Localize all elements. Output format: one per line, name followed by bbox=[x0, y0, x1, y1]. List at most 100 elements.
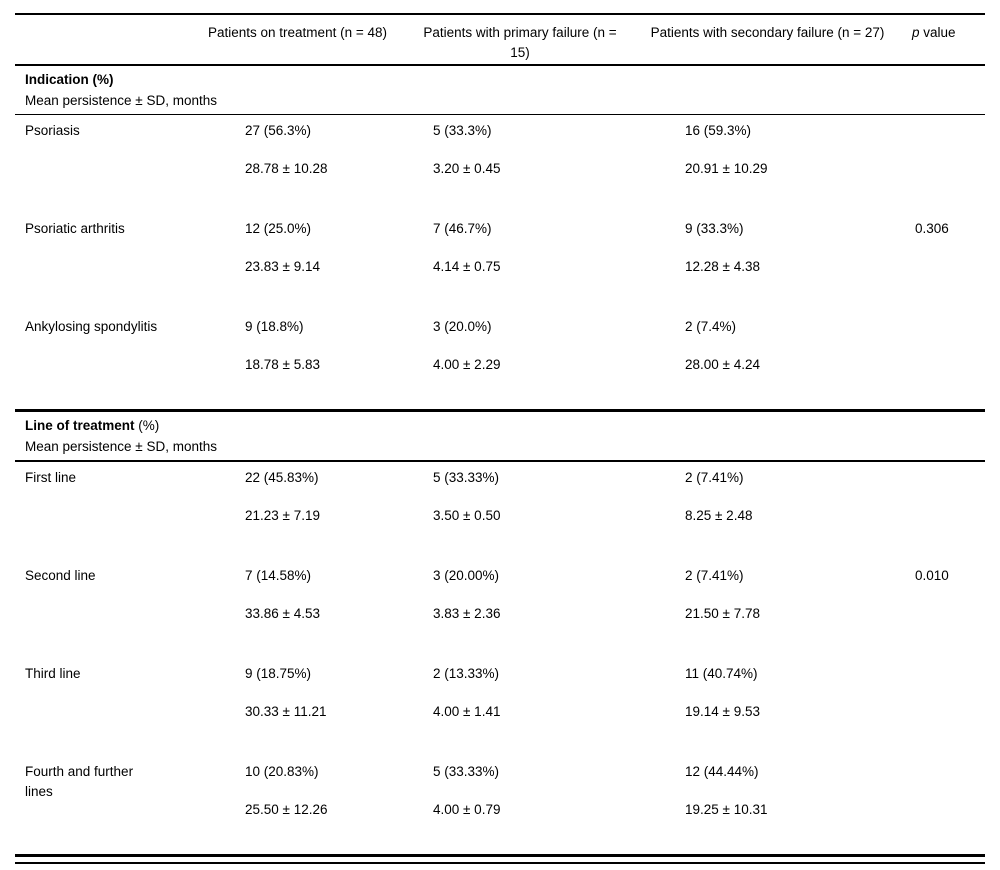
count-value: 12 (44.44%) bbox=[685, 764, 759, 779]
count-value: 7 (46.7%) bbox=[433, 221, 492, 236]
count-value: 3 (20.0%) bbox=[433, 319, 492, 334]
count-value: 10 (20.83%) bbox=[245, 764, 319, 779]
column-header-row: Patients on treatment (n = 48) Patients … bbox=[15, 15, 985, 64]
count-value: 2 (7.41%) bbox=[685, 470, 744, 485]
count-value: 9 (33.3%) bbox=[685, 221, 744, 236]
row-label: Third line bbox=[25, 666, 81, 681]
cell-p-value bbox=[900, 121, 985, 213]
mean-value: 33.86 ± 4.53 bbox=[245, 606, 320, 621]
mean-value: 4.00 ± 1.41 bbox=[433, 704, 501, 719]
cell-p-value: 0.010 bbox=[915, 568, 949, 583]
mean-value: 8.25 ± 2.48 bbox=[685, 508, 753, 523]
cell-secondary-failure: 2 (7.4%) 28.00 ± 4.24 bbox=[635, 317, 900, 409]
row-label: First line bbox=[25, 470, 77, 485]
cell-primary-failure: 5 (33.33%) 4.00 ± 0.79 bbox=[405, 762, 635, 854]
count-value: 5 (33.33%) bbox=[433, 470, 500, 485]
mean-value: 3.20 ± 0.45 bbox=[433, 161, 501, 176]
mean-value: 28.78 ± 10.28 bbox=[245, 161, 328, 176]
table-bottom-rule-heavy bbox=[15, 854, 985, 857]
row-label: Ankylosing spondylitis bbox=[25, 319, 158, 334]
mean-value: 30.33 ± 11.21 bbox=[245, 704, 327, 719]
count-value: 9 (18.8%) bbox=[245, 319, 304, 334]
col-header-secondary-failure: Patients with secondary failure (n = 27) bbox=[650, 25, 885, 40]
mean-value: 3.83 ± 2.36 bbox=[433, 606, 501, 621]
cell-p-value: 0.306 bbox=[915, 221, 949, 236]
count-value: 7 (14.58%) bbox=[245, 568, 312, 583]
section-title-bold: Indication (%) bbox=[25, 72, 114, 87]
mean-value: 23.83 ± 9.14 bbox=[245, 259, 320, 274]
cell-p-value bbox=[900, 762, 985, 854]
cell-p-value bbox=[900, 468, 985, 560]
section-top-rule bbox=[15, 409, 985, 412]
cell-p-value bbox=[900, 664, 985, 756]
cell-on-treatment: 27 (56.3%) 28.78 ± 10.28 bbox=[190, 121, 405, 213]
p-italic: p bbox=[912, 25, 920, 40]
cell-secondary-failure: 9 (33.3%) 12.28 ± 4.38 bbox=[635, 219, 900, 311]
table-bottom-rule-thin bbox=[15, 862, 985, 864]
row-label: Psoriasis bbox=[25, 123, 80, 138]
cell-primary-failure: 5 (33.33%) 3.50 ± 0.50 bbox=[405, 468, 635, 560]
cell-secondary-failure: 11 (40.74%) 19.14 ± 9.53 bbox=[635, 664, 900, 756]
count-value: 9 (18.75%) bbox=[245, 666, 312, 681]
table-row-fourth-and-further-lines: Fourth and further lines 10 (20.83%) 25.… bbox=[15, 756, 985, 854]
cell-secondary-failure: 12 (44.44%) 19.25 ± 10.31 bbox=[635, 762, 900, 854]
cell-primary-failure: 5 (33.3%) 3.20 ± 0.45 bbox=[405, 121, 635, 213]
section-divider-rule bbox=[15, 460, 985, 462]
count-value: 2 (7.41%) bbox=[685, 568, 744, 583]
mean-value: 18.78 ± 5.83 bbox=[245, 357, 320, 372]
col-header-p-value: p value bbox=[900, 23, 985, 64]
count-value: 2 (13.33%) bbox=[433, 666, 500, 681]
mean-value: 19.14 ± 9.53 bbox=[685, 704, 760, 719]
table-row-psoriatic-arthritis: Psoriatic arthritis 12 (25.0%) 23.83 ± 9… bbox=[15, 213, 985, 311]
section-subtitle: Mean persistence ± SD, months bbox=[25, 93, 217, 108]
row-label: Psoriatic arthritis bbox=[25, 221, 125, 236]
count-value: 27 (56.3%) bbox=[245, 123, 312, 138]
mean-value: 19.25 ± 10.31 bbox=[685, 802, 768, 817]
count-value: 2 (7.4%) bbox=[685, 319, 737, 334]
count-value: 5 (33.3%) bbox=[433, 123, 492, 138]
cell-p-value bbox=[900, 317, 985, 409]
mean-value: 25.50 ± 12.26 bbox=[245, 802, 328, 817]
mean-value: 20.91 ± 10.29 bbox=[685, 161, 768, 176]
mean-value: 4.14 ± 0.75 bbox=[433, 259, 501, 274]
section-header-indication: Indication (%) Mean persistence ± SD, mo… bbox=[15, 66, 985, 114]
cell-secondary-failure: 2 (7.41%) 8.25 ± 2.48 bbox=[635, 468, 900, 560]
cell-primary-failure: 3 (20.0%) 4.00 ± 2.29 bbox=[405, 317, 635, 409]
cell-primary-failure: 3 (20.00%) 3.83 ± 2.36 bbox=[405, 566, 635, 658]
mean-value: 4.00 ± 2.29 bbox=[433, 357, 501, 372]
mean-value: 21.23 ± 7.19 bbox=[245, 508, 320, 523]
count-value: 3 (20.00%) bbox=[433, 568, 500, 583]
mean-value: 3.50 ± 0.50 bbox=[433, 508, 501, 523]
header-bottom-rule bbox=[15, 64, 985, 66]
cell-on-treatment: 9 (18.8%) 18.78 ± 5.83 bbox=[190, 317, 405, 409]
cell-on-treatment: 10 (20.83%) 25.50 ± 12.26 bbox=[190, 762, 405, 854]
count-value: 22 (45.83%) bbox=[245, 470, 319, 485]
count-value: 5 (33.33%) bbox=[433, 764, 500, 779]
mean-value: 28.00 ± 4.24 bbox=[685, 357, 760, 372]
section-divider-rule bbox=[15, 114, 985, 115]
section-title: Line of treatment (%) bbox=[25, 415, 985, 436]
table-row-second-line: Second line 7 (14.58%) 33.86 ± 4.53 3 (2… bbox=[15, 560, 985, 658]
table-row-third-line: Third line 9 (18.75%) 30.33 ± 11.21 2 (1… bbox=[15, 658, 985, 756]
row-label: Second line bbox=[25, 568, 96, 583]
cell-primary-failure: 2 (13.33%) 4.00 ± 1.41 bbox=[405, 664, 635, 756]
cell-on-treatment: 9 (18.75%) 30.33 ± 11.21 bbox=[190, 664, 405, 756]
table-row-first-line: First line 22 (45.83%) 21.23 ± 7.19 5 (3… bbox=[15, 462, 985, 560]
cell-primary-failure: 7 (46.7%) 4.14 ± 0.75 bbox=[405, 219, 635, 311]
count-value: 16 (59.3%) bbox=[685, 123, 752, 138]
row-label: Fourth and further lines bbox=[25, 764, 134, 799]
count-value: 11 (40.74%) bbox=[685, 666, 758, 681]
section-title: Indication (%) bbox=[25, 69, 985, 90]
p-value-label: value bbox=[919, 25, 956, 40]
section-header-line-of-treatment: Line of treatment (%) Mean persistence ±… bbox=[15, 412, 985, 460]
mean-value: 4.00 ± 0.79 bbox=[433, 802, 501, 817]
section-title-bold: Line of treatment bbox=[25, 418, 135, 433]
empty-header-cell bbox=[15, 23, 190, 64]
section-title-rest: (%) bbox=[134, 418, 160, 433]
cell-on-treatment: 22 (45.83%) 21.23 ± 7.19 bbox=[190, 468, 405, 560]
mean-value: 12.28 ± 4.38 bbox=[685, 259, 760, 274]
table-top-rule bbox=[15, 13, 985, 15]
table-row-psoriasis: Psoriasis 27 (56.3%) 28.78 ± 10.28 5 (33… bbox=[15, 115, 985, 213]
count-value: 12 (25.0%) bbox=[245, 221, 312, 236]
section-subtitle: Mean persistence ± SD, months bbox=[25, 439, 217, 454]
